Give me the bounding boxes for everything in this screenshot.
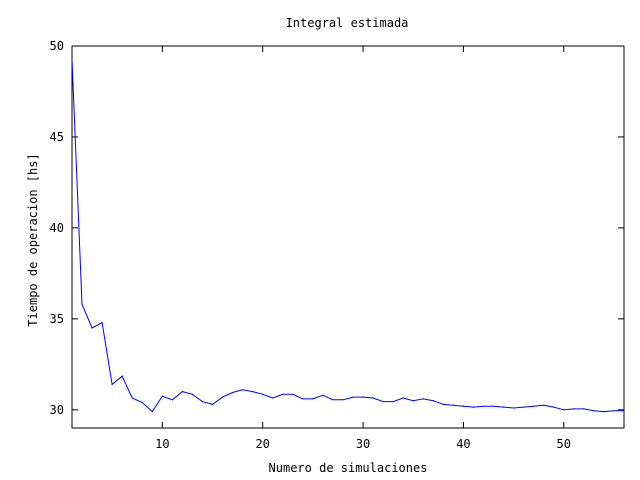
data-point — [302, 398, 304, 400]
data-point — [402, 397, 404, 399]
x-tick-label: 10 — [155, 437, 169, 451]
x-tick-label: 30 — [356, 437, 370, 451]
data-point — [221, 396, 224, 398]
data-point — [151, 411, 153, 413]
data-point — [71, 58, 73, 60]
data-point — [492, 405, 495, 407]
data-point — [171, 399, 173, 401]
plot-frame — [71, 45, 625, 429]
data-point — [312, 398, 314, 400]
chart-title: Integral estimada — [286, 16, 409, 30]
y-tick-label: 35 — [50, 312, 64, 326]
data-point — [482, 405, 485, 407]
data-point — [452, 404, 454, 406]
data-point — [603, 411, 605, 413]
y-tick-label: 50 — [50, 39, 64, 53]
y-tick-label: 30 — [50, 403, 64, 417]
data-point — [553, 406, 555, 408]
data-point — [543, 404, 545, 406]
data-point — [252, 391, 254, 393]
data-point — [523, 406, 525, 408]
y-tick-label: 45 — [50, 130, 64, 144]
data-point — [131, 397, 133, 399]
data-point — [231, 391, 234, 394]
data-point — [462, 405, 465, 407]
data-point — [362, 396, 364, 398]
y-axis: 30 35 40 45 50 — [50, 39, 624, 417]
x-axis-label: Numero de simulaciones — [269, 461, 428, 475]
data-point — [211, 403, 214, 405]
data-point — [322, 394, 324, 396]
data-point — [533, 405, 535, 407]
data-point — [472, 406, 475, 408]
data-point — [242, 389, 244, 391]
x-tick-label: 20 — [255, 437, 269, 451]
data-point — [432, 400, 434, 402]
data-point — [121, 375, 123, 377]
data-point — [513, 407, 515, 409]
data-point — [181, 391, 183, 393]
data-point — [201, 401, 204, 403]
data-point — [502, 406, 505, 408]
data-point — [613, 410, 615, 412]
series-layer — [71, 58, 625, 413]
data-point — [593, 410, 595, 412]
data-point — [91, 327, 93, 329]
data-point — [141, 401, 143, 404]
data-point — [583, 408, 585, 410]
data-point — [563, 409, 565, 411]
data-point — [372, 397, 374, 399]
x-tick-label: 40 — [456, 437, 470, 451]
data-point — [392, 401, 394, 403]
x-tick-label: 50 — [557, 437, 571, 451]
series-line — [71, 58, 624, 413]
data-point — [101, 321, 103, 324]
data-point — [262, 393, 264, 395]
y-tick-label: 40 — [50, 221, 64, 235]
data-point — [292, 393, 294, 395]
data-point — [111, 383, 113, 385]
data-point — [422, 398, 424, 400]
data-point — [573, 408, 575, 410]
data-point — [342, 399, 344, 401]
data-point — [412, 400, 414, 402]
data-point — [272, 397, 274, 399]
data-point — [442, 403, 444, 405]
data-point — [623, 410, 625, 412]
data-point — [382, 401, 384, 403]
data-point — [352, 396, 354, 398]
data-point — [282, 393, 284, 395]
x-axis: 10 20 30 40 50 — [155, 46, 571, 451]
data-point — [81, 303, 83, 305]
data-point — [191, 393, 194, 395]
y-axis-label: Tiempo de operacion [hs] — [26, 153, 40, 326]
data-point — [332, 399, 334, 401]
data-point — [161, 395, 163, 397]
